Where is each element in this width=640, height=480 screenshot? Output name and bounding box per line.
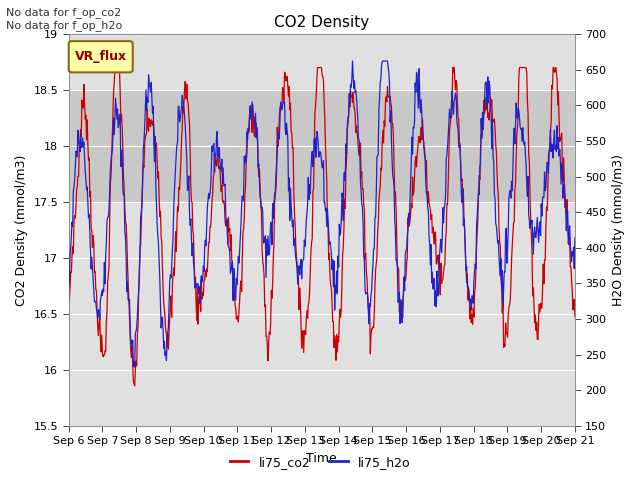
Text: No data for f_op_h2o: No data for f_op_h2o: [6, 20, 123, 31]
Title: CO2 Density: CO2 Density: [274, 15, 369, 30]
X-axis label: Time: Time: [307, 452, 337, 465]
Text: VR_flux: VR_flux: [75, 50, 127, 63]
Y-axis label: H2O Density (mmol/m3): H2O Density (mmol/m3): [612, 154, 625, 306]
Y-axis label: CO2 Density (mmol/m3): CO2 Density (mmol/m3): [15, 154, 28, 306]
Bar: [68, 90, 575, 202]
Text: No data for f_op_co2: No data for f_op_co2: [6, 7, 122, 18]
Legend: li75_co2, li75_h2o: li75_co2, li75_h2o: [225, 451, 415, 474]
